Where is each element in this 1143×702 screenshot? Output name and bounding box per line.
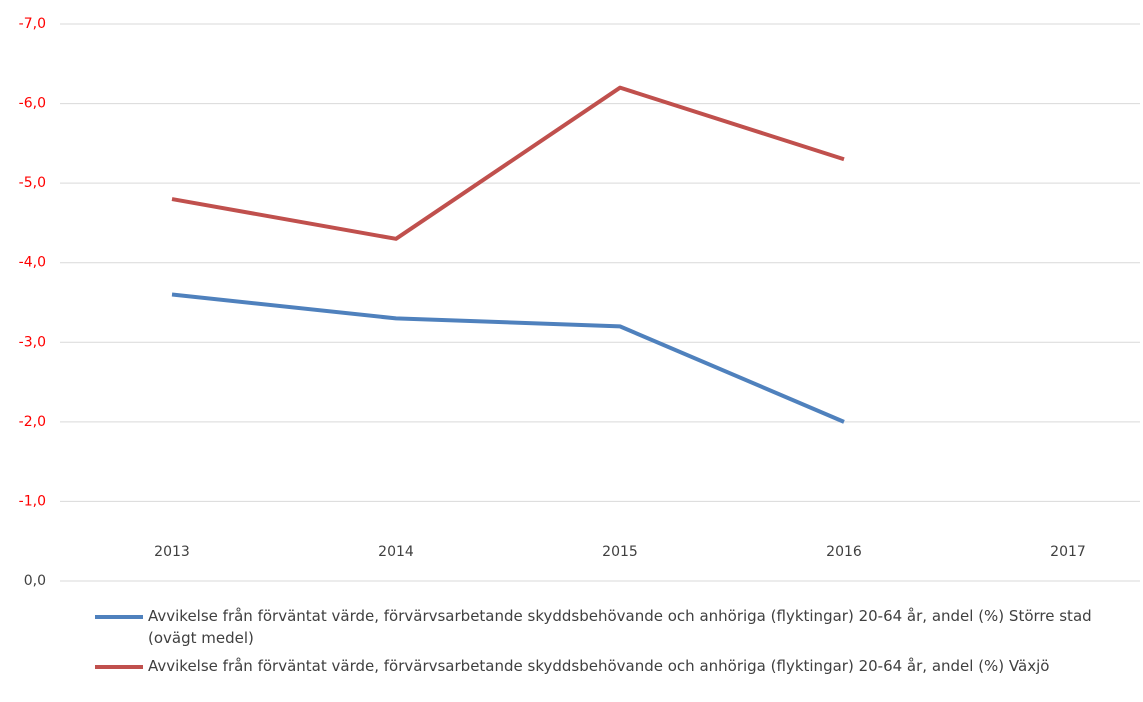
legend-label: Avvikelse från förväntat värde, förvärvs… <box>148 657 1050 675</box>
y-tick-label: -7,0 <box>19 16 46 32</box>
series-line <box>171 292 845 424</box>
y-tick-label: -4,0 <box>19 255 46 271</box>
y-tick-label: -1,0 <box>19 493 46 509</box>
series-line <box>171 85 845 241</box>
x-tick-label: 2014 <box>378 544 414 560</box>
y-tick-label: -3,0 <box>19 334 46 350</box>
y-tick-label: 0,0 <box>24 573 46 589</box>
y-tick-label: -5,0 <box>19 175 46 191</box>
y-tick-label: -6,0 <box>19 96 46 112</box>
x-tick-label: 2015 <box>602 544 638 560</box>
x-tick-label: 2016 <box>826 544 862 560</box>
legend-label: Avvikelse från förväntat värde, förvärvs… <box>148 607 1092 647</box>
x-tick-label: 2013 <box>154 544 190 560</box>
x-tick-label: 2017 <box>1050 544 1086 560</box>
y-tick-label: -2,0 <box>19 414 46 430</box>
